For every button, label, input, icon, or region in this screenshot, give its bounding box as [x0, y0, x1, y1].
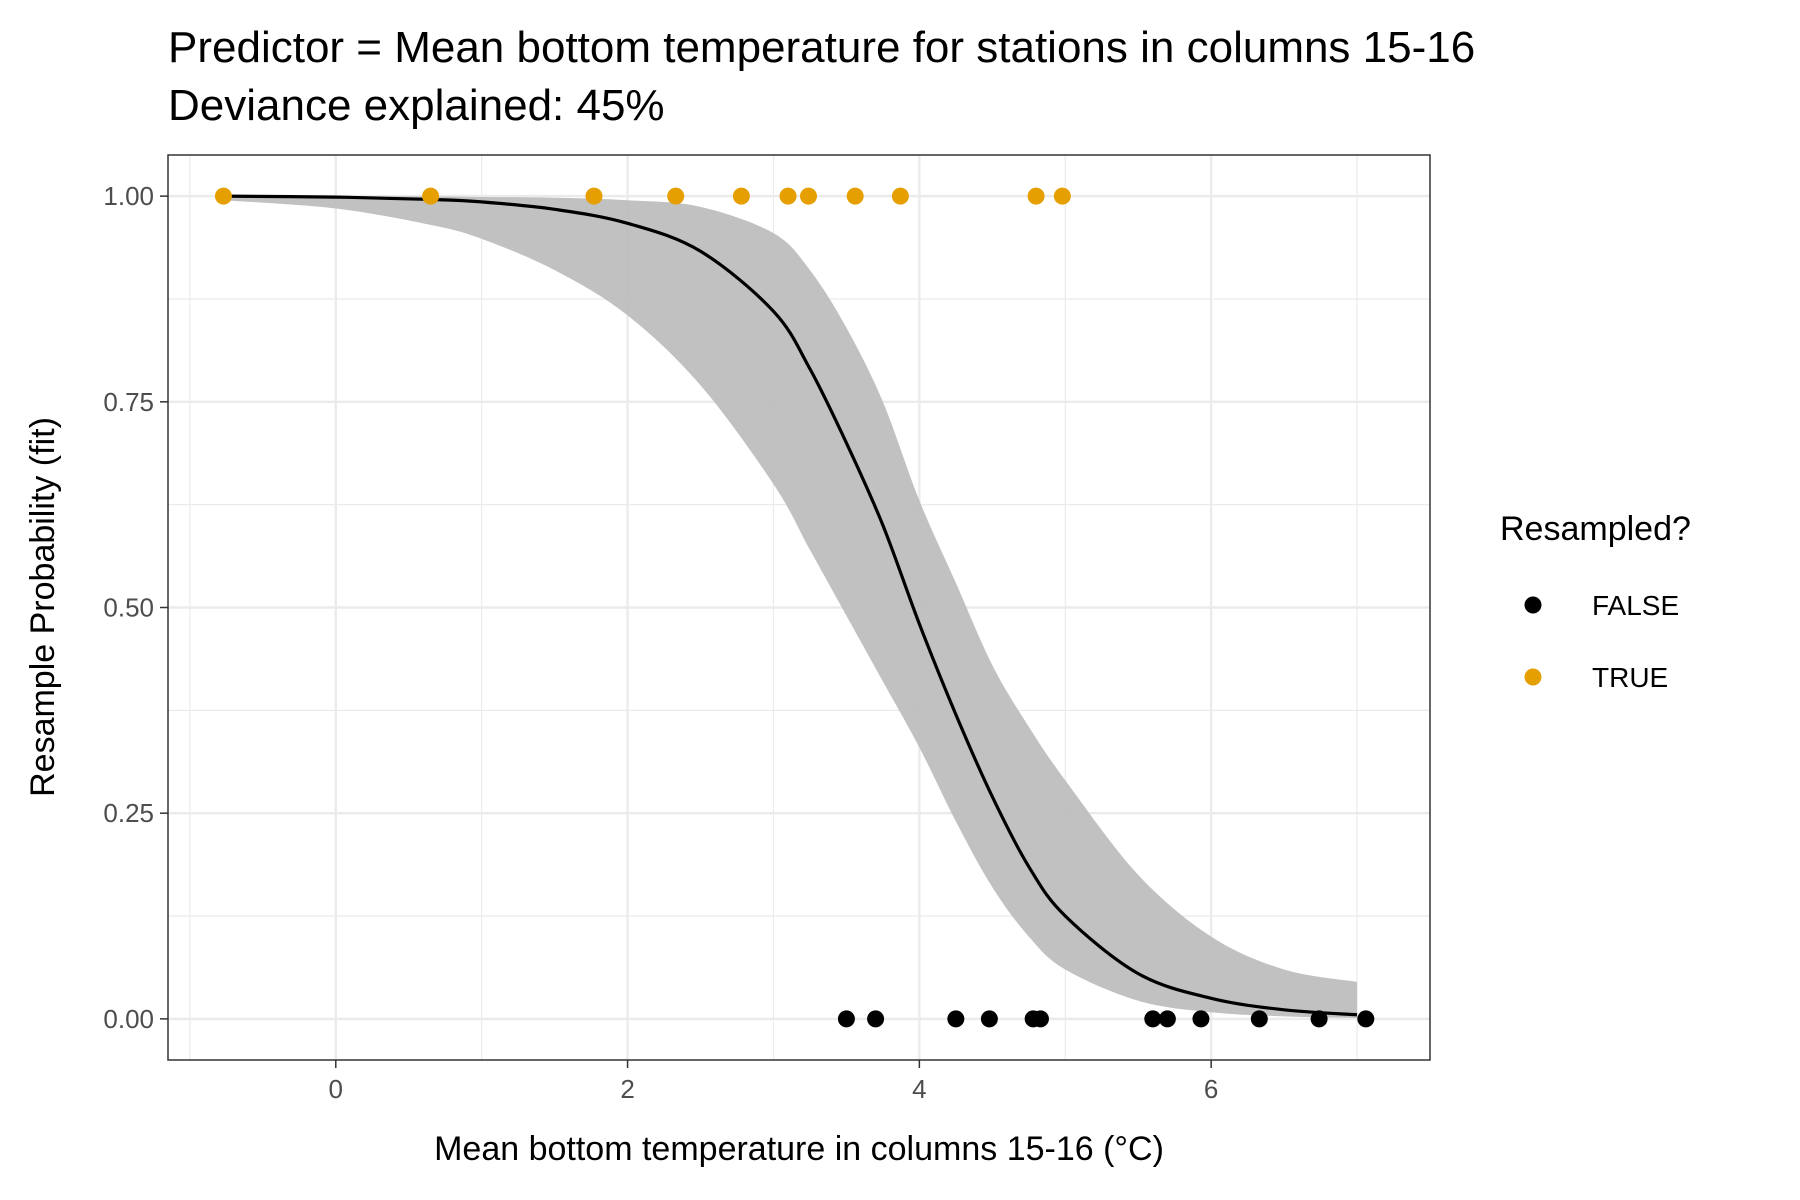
data-point-false — [1250, 1010, 1268, 1028]
data-point-false — [867, 1010, 885, 1028]
data-point-false — [1192, 1010, 1210, 1028]
data-point-true — [214, 187, 232, 205]
data-point-true — [1027, 187, 1045, 205]
data-point-true — [846, 187, 864, 205]
data-point-false — [947, 1010, 965, 1028]
confidence-band — [223, 196, 1358, 1019]
data-point-false — [980, 1010, 998, 1028]
fit-line — [223, 194, 1358, 1017]
y-tick-label: 0.50 — [103, 593, 154, 623]
legend-label-false: FALSE — [1592, 590, 1679, 621]
data-points — [214, 187, 1375, 1028]
y-tick-label: 0.75 — [103, 387, 154, 417]
data-point-true — [585, 187, 603, 205]
y-tick-label: 1.00 — [103, 181, 154, 211]
legend-key-true — [1524, 668, 1542, 686]
data-point-true — [667, 187, 685, 205]
chart-title: Predictor = Mean bottom temperature for … — [168, 23, 1475, 72]
x-axis-title: Mean bottom temperature in columns 15-16… — [434, 1130, 1164, 1168]
plot-area — [167, 154, 1431, 1061]
chart-subtitle: Deviance explained: 45% — [168, 81, 665, 130]
data-point-false — [1158, 1010, 1176, 1028]
y-tick-label: 0.00 — [103, 1004, 154, 1034]
data-point-true — [1053, 187, 1071, 205]
y-tick-label: 0.25 — [103, 798, 154, 828]
data-point-false — [1310, 1010, 1328, 1028]
confidence-band-layer — [223, 196, 1358, 1019]
data-point-false — [1357, 1010, 1375, 1028]
x-tick-label: 4 — [912, 1074, 926, 1104]
data-point-true — [779, 187, 797, 205]
data-point-true — [422, 187, 440, 205]
legend-items: FALSE TRUE — [1524, 590, 1679, 693]
y-axis: 0.00 0.25 0.50 0.75 1.00 — [103, 181, 168, 1034]
x-tick-label: 6 — [1204, 1074, 1218, 1104]
data-point-false — [837, 1010, 855, 1028]
legend: Resampled? FALSE TRUE — [1500, 510, 1691, 693]
x-tick-label: 0 — [329, 1074, 343, 1104]
legend-key-false — [1524, 596, 1542, 614]
x-tick-label: 2 — [620, 1074, 634, 1104]
data-point-true — [799, 187, 817, 205]
data-point-false — [1031, 1010, 1049, 1028]
legend-title: Resampled? — [1500, 510, 1691, 548]
data-point-false — [1144, 1010, 1162, 1028]
data-point-true — [732, 187, 750, 205]
fit-line-layer — [223, 194, 1358, 1017]
data-point-true — [891, 187, 909, 205]
legend-label-true: TRUE — [1592, 662, 1668, 693]
y-axis-title: Resample Probability (fit) — [24, 417, 62, 797]
x-axis: 0 2 4 6 — [329, 1060, 1218, 1104]
